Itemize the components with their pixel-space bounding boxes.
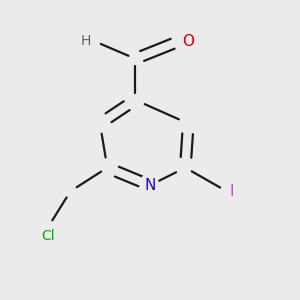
Text: I: I <box>230 184 234 199</box>
Text: N: N <box>144 178 156 193</box>
Text: H: H <box>81 34 91 48</box>
Text: O: O <box>182 34 194 49</box>
Text: Cl: Cl <box>42 230 55 244</box>
Text: N: N <box>144 178 156 193</box>
